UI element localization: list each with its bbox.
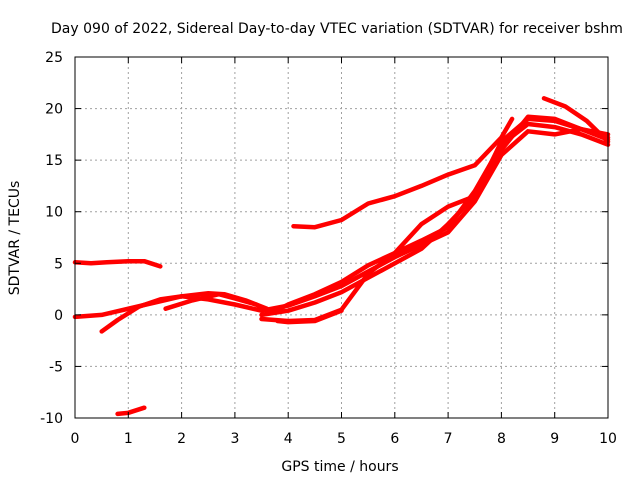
- x-tick-label: 8: [497, 431, 506, 447]
- x-tick-labels: 0 1 2 3 4 5 6 7 8 9 10: [71, 431, 617, 447]
- y-tick-label: 10: [45, 205, 63, 221]
- series-line-arc-d: [99, 126, 611, 334]
- x-tick-label: 1: [124, 431, 133, 447]
- x-tick-label: 6: [390, 431, 399, 447]
- y-tick-label: -5: [49, 359, 63, 375]
- series-line-arc-g: [259, 114, 611, 324]
- series-line-arc-a: [72, 258, 163, 269]
- series-line-arc-i: [291, 116, 515, 230]
- x-tick-label: 5: [337, 431, 346, 447]
- x-tick-label: 10: [599, 431, 617, 447]
- x-tick-label: 4: [284, 431, 293, 447]
- y-tick-label: 20: [45, 102, 63, 118]
- y-tick-labels: -10 -5 0 5 10 15 20 25: [40, 50, 63, 427]
- series-line-arc-b: [115, 405, 147, 417]
- chart-title: Day 090 of 2022, Sidereal Day-to-day VTE…: [51, 21, 623, 37]
- y-tick-label: -10: [40, 411, 63, 427]
- tick-marks: [74, 56, 609, 419]
- x-tick-label: 9: [550, 431, 559, 447]
- x-tick-label: 7: [444, 431, 453, 447]
- y-tick-label: 5: [54, 256, 63, 272]
- y-axis-label: SDTVAR / TECUs: [7, 181, 23, 296]
- series-line-arc-e: [163, 121, 611, 316]
- x-tick-label: 0: [71, 431, 80, 447]
- grid-lines: [75, 57, 608, 418]
- x-tick-label: 3: [230, 431, 239, 447]
- x-axis-label: GPS time / hours: [281, 459, 398, 475]
- series-line-arc-j: [541, 96, 611, 144]
- x-tick-label: 2: [177, 431, 186, 447]
- series-line-arc-h: [275, 308, 344, 325]
- y-tick-label: 0: [54, 308, 63, 324]
- y-tick-label: 15: [45, 153, 63, 169]
- y-tick-label: 25: [45, 50, 63, 66]
